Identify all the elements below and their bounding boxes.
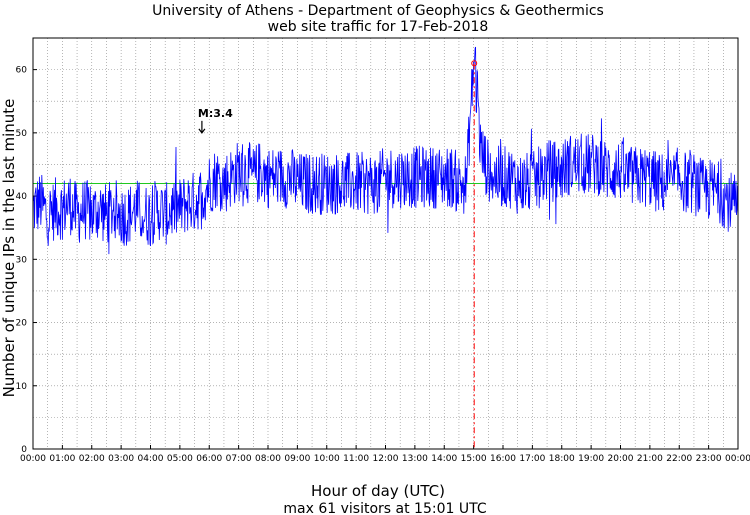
x-tick-label: 07:00	[226, 454, 252, 464]
x-tick-label: 22:00	[666, 454, 692, 464]
x-tick-label: 06:00	[196, 454, 222, 464]
y-tick-label: 20	[16, 319, 28, 329]
x-tick-label: 02:00	[79, 454, 105, 464]
x-tick-label: 05:00	[167, 454, 193, 464]
event-annotation-label: M:3.4	[198, 107, 233, 120]
x-tick-label: 00:00	[725, 454, 750, 464]
x-tick-label: 16:00	[490, 454, 516, 464]
x-tick-label: 10:00	[314, 454, 340, 464]
y-tick-label: 60	[16, 66, 28, 76]
y-tick-label: 0	[21, 445, 27, 455]
traffic-series-line	[32, 46, 739, 255]
max-marker-dot	[471, 60, 478, 67]
x-tick-label: 12:00	[373, 454, 399, 464]
x-tick-label: 04:00	[138, 454, 164, 464]
x-tick-label: 01:00	[49, 454, 75, 464]
arrow-head	[198, 128, 206, 134]
y-axis-ticks: 0 10 20 30 40 50 60	[16, 66, 37, 455]
x-tick-label: 18:00	[549, 454, 575, 464]
y-tick-label: 50	[16, 129, 28, 139]
x-tick-label: 11:00	[343, 454, 369, 464]
x-axis-ticks: 00:00 01:00 02:00 03:00 04:00 05:00 06:00 07:00…	[20, 445, 750, 464]
y-axis-label: Number of unique IPs in the last minute	[0, 99, 18, 398]
x-tick-label: 15:00	[461, 454, 487, 464]
x-tick-label: 13:00	[402, 454, 428, 464]
x-tick-label: 09:00	[284, 454, 310, 464]
y-tick-label: 10	[16, 382, 28, 392]
x-axis-label: Hour of day (UTC)	[311, 482, 445, 500]
x-tick-label: 03:00	[108, 454, 134, 464]
y-tick-label: 40	[16, 192, 28, 202]
x-tick-label: 21:00	[637, 454, 663, 464]
x-tick-label: 00:00	[20, 454, 46, 464]
chart-title: University of Athens - Department of Geo…	[152, 3, 604, 19]
grid-lines	[33, 38, 738, 449]
x-tick-label: 14:00	[431, 454, 457, 464]
y-tick-label: 30	[16, 255, 28, 265]
x-tick-label: 17:00	[519, 454, 545, 464]
plot-frame	[32, 37, 739, 450]
x-tick-label: 08:00	[255, 454, 281, 464]
x-tick-label: 20:00	[608, 454, 634, 464]
event-annotation-arrow-icon	[198, 120, 206, 134]
x-tick-label: 23:00	[696, 454, 722, 464]
x-tick-label: 19:00	[578, 454, 604, 464]
max-visitors-caption: max 61 visitors at 15:01 UTC	[283, 501, 486, 515]
chart-subtitle: web site traffic for 17-Feb-2018	[268, 19, 489, 35]
